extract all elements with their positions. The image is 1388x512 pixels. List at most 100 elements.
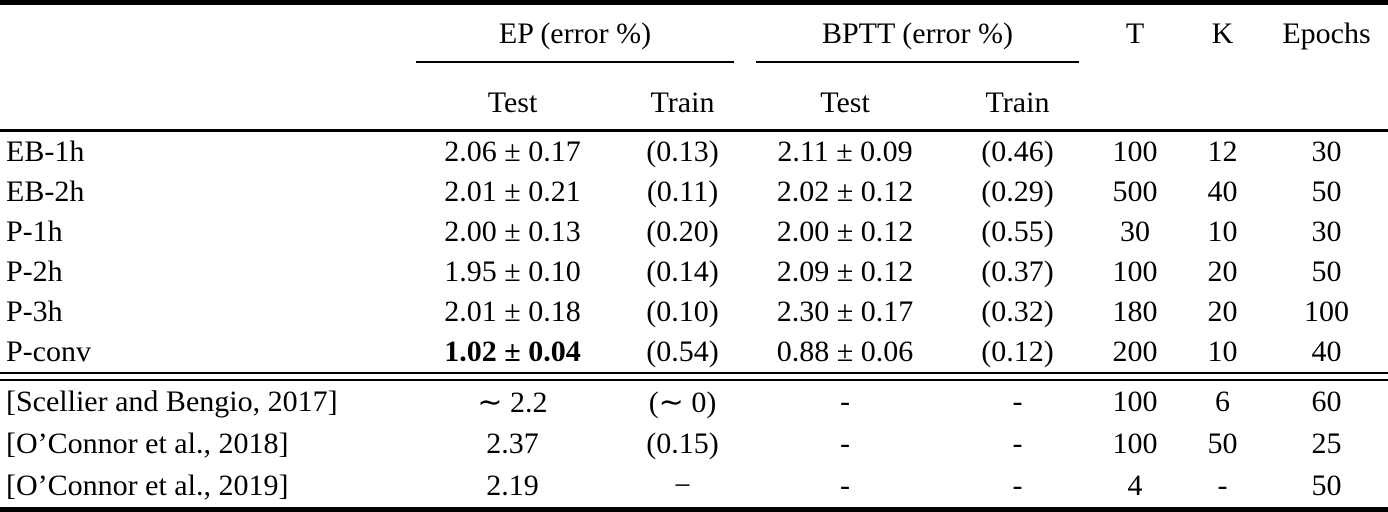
- cell-epochs: 25: [1311, 427, 1342, 460]
- column-header-t: T: [1090, 2, 1180, 132]
- ep-group-label: EP (error %): [498, 17, 652, 50]
- cell-epochs: 50: [1311, 175, 1342, 208]
- cell-bptt-test: 2.00 ± 0.12: [776, 215, 914, 248]
- cell-ep-test: 2.01 ± 0.18: [444, 295, 581, 328]
- corner-cell: [0, 3, 405, 78]
- table-header: EP (error %) BPTT (error %) T K Epochs T…: [0, 2, 1388, 132]
- cell-bptt-train: (0.12): [981, 335, 1054, 368]
- table-row: P-1h 2.00 ± 0.13 (0.20) 2.00 ± 0.12 (0.55) 30…: [0, 212, 1388, 252]
- cell-k: 20: [1207, 255, 1238, 288]
- cell-ep-test: 1.95 ± 0.10: [444, 255, 581, 288]
- cell-bptt-train: (0.32): [981, 295, 1054, 328]
- row-label: P-1h: [6, 215, 63, 248]
- cell-epochs: 50: [1311, 255, 1342, 288]
- cell-ep-test: 1.02 ± 0.04: [444, 335, 581, 368]
- row-label: P-conv: [6, 335, 91, 368]
- ep-group-rule: EP (error %): [416, 17, 734, 63]
- reference-results-body: [Scellier and Bengio, 2017] ∼ 2.2 (∼ 0) - - 1…: [0, 380, 1388, 510]
- cell-bptt-train: (0.46): [981, 135, 1054, 168]
- bptt-group-label: BPTT (error %): [821, 17, 1014, 50]
- cell-bptt-train: (0.29): [981, 175, 1054, 208]
- cell-k: 6: [1215, 385, 1230, 418]
- double-rule: [0, 372, 1388, 381]
- row-label: [O’Connor et al., 2019]: [6, 469, 289, 502]
- cell-t: 100: [1112, 385, 1158, 418]
- cell-ep-train: (0.20): [646, 215, 719, 248]
- cell-t: 4: [1127, 469, 1143, 502]
- cell-bptt-train: -: [1012, 469, 1023, 502]
- table-row: EB-2h 2.01 ± 0.21 (0.11) 2.02 ± 0.12 (0.29) 5…: [0, 172, 1388, 212]
- cell-k: 40: [1207, 175, 1238, 208]
- cell-epochs: 50: [1311, 469, 1342, 502]
- cell-k: 50: [1207, 427, 1238, 460]
- cell-ep-test: 2.19: [486, 469, 539, 502]
- bptt-group-header: BPTT (error %): [745, 3, 1090, 78]
- cell-ep-train: (0.10): [646, 295, 719, 328]
- cell-k: 12: [1207, 135, 1238, 168]
- column-header-k: K: [1180, 2, 1265, 132]
- table-row: P-3h 2.01 ± 0.18 (0.10) 2.30 ± 0.17 (0.32) 18…: [0, 292, 1388, 332]
- cell-ep-test: 2.01 ± 0.21: [444, 175, 581, 208]
- cell-ep-train: (0.14): [646, 255, 719, 288]
- row-label: P-2h: [6, 255, 63, 288]
- cell-ep-test: 2.06 ± 0.17: [444, 135, 581, 168]
- row-label: P-3h: [6, 295, 63, 328]
- row-label: [Scellier and Bengio, 2017]: [6, 385, 338, 418]
- cell-t: 30: [1120, 215, 1150, 248]
- column-header-ep-train: Train: [620, 77, 745, 132]
- cell-bptt-test: -: [840, 427, 850, 460]
- table-row: P-2h 1.95 ± 0.10 (0.14) 2.09 ± 0.12 (0.37) 10…: [0, 252, 1388, 292]
- column-header-bptt-train: Train: [945, 77, 1090, 132]
- cell-t: 180: [1112, 295, 1158, 328]
- cell-bptt-test: 2.09 ± 0.12: [776, 255, 914, 288]
- cell-ep-test: 2.37: [486, 427, 539, 460]
- cell-epochs: 60: [1311, 385, 1342, 418]
- column-header-epochs: Epochs: [1265, 2, 1388, 132]
- main-results-body: EB-1h 2.06 ± 0.17 (0.13) 2.11 ± 0.09 (0.46) 1…: [0, 131, 1388, 374]
- cell-epochs: 40: [1311, 335, 1342, 368]
- table-row: P-conv 1.02 ± 0.04 (0.54) 0.88 ± 0.06 (0.12)…: [0, 332, 1388, 373]
- group-header-row: EP (error %) BPTT (error %) T K Epochs: [0, 2, 1388, 132]
- table-row: EB-1h 2.06 ± 0.17 (0.13) 2.11 ± 0.09 (0.46) 1…: [0, 131, 1388, 173]
- cell-k: 20: [1207, 295, 1238, 328]
- sub-header-row: Test Train Test Train: [0, 77, 1388, 132]
- cell-t: 100: [1112, 135, 1158, 168]
- table-row: [Scellier and Bengio, 2017] ∼ 2.2 (∼ 0) - - 1…: [0, 380, 1388, 423]
- corner-cell-2: [0, 77, 405, 132]
- cell-t: 100: [1112, 255, 1158, 288]
- cell-ep-train: (0.54): [646, 335, 719, 368]
- cell-ep-train: (∼ 0): [648, 385, 717, 419]
- cell-ep-train: (0.15): [646, 427, 719, 460]
- cell-epochs: 30: [1311, 215, 1342, 248]
- cell-ep-train: (0.13): [646, 135, 719, 168]
- table-row: [O’Connor et al., 2019] 2.19 − - - 4 - 50: [0, 465, 1388, 510]
- row-label: [O’Connor et al., 2018]: [6, 427, 289, 460]
- section-divider: [0, 372, 1388, 381]
- cell-bptt-train: (0.55): [981, 215, 1054, 248]
- cell-epochs: 30: [1311, 135, 1342, 168]
- cell-k: 10: [1207, 335, 1238, 368]
- cell-bptt-test: -: [840, 469, 850, 502]
- cell-bptt-test: 2.11 ± 0.09: [777, 135, 913, 168]
- cell-bptt-train: (0.37): [981, 255, 1054, 288]
- cell-bptt-test: 0.88 ± 0.06: [776, 335, 914, 368]
- cell-k: 10: [1207, 215, 1238, 248]
- cell-k: -: [1217, 469, 1228, 502]
- row-label: EB-2h: [6, 175, 85, 208]
- cell-ep-train: (0.11): [646, 175, 719, 208]
- column-header-ep-test: Test: [405, 77, 620, 132]
- cell-t: 200: [1112, 335, 1158, 368]
- cell-t: 100: [1112, 427, 1158, 460]
- table-row: [O’Connor et al., 2018] 2.37 (0.15) - - 100 50…: [0, 423, 1388, 465]
- cell-epochs: 100: [1304, 295, 1349, 328]
- cell-bptt-test: -: [840, 385, 850, 418]
- cell-bptt-test: 2.30 ± 0.17: [776, 295, 914, 328]
- cell-t: 500: [1112, 175, 1158, 208]
- cell-bptt-train: -: [1012, 427, 1023, 460]
- ep-group-header: EP (error %): [405, 3, 745, 78]
- column-header-bptt-test: Test: [745, 77, 945, 132]
- cell-bptt-test: 2.02 ± 0.12: [776, 175, 914, 208]
- cell-ep-train: −: [674, 469, 691, 502]
- cell-ep-test: 2.00 ± 0.13: [444, 215, 581, 248]
